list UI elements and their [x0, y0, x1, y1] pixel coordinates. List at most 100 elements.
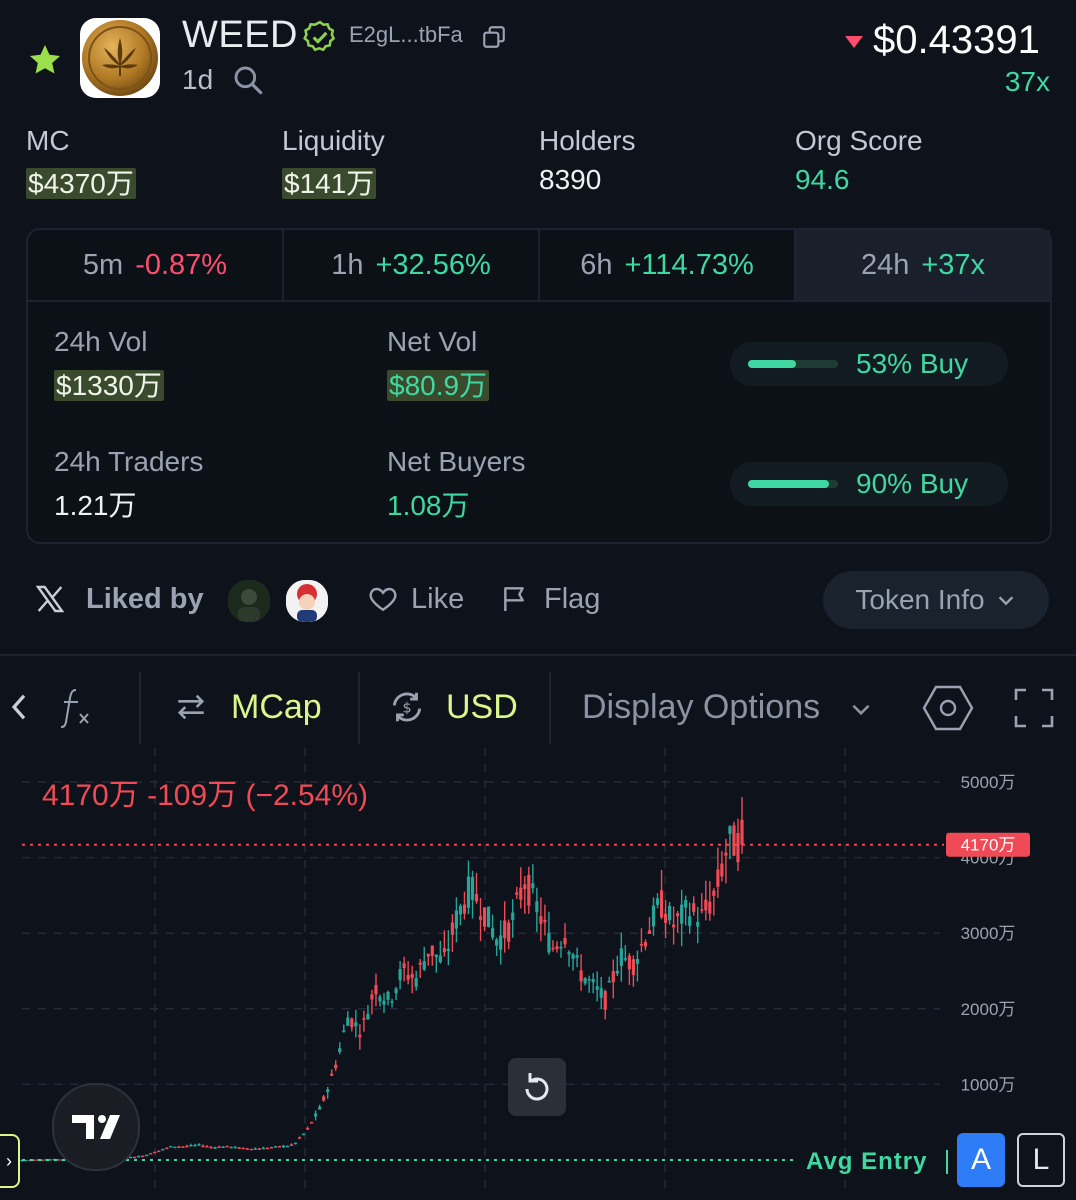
- search-icon[interactable]: [232, 64, 264, 96]
- candle-body: [40, 1159, 44, 1162]
- candle-body: [535, 901, 539, 913]
- candle-body: [486, 906, 491, 927]
- currency-switch-icon[interactable]: $: [388, 688, 426, 726]
- tab-1h[interactable]: 1h +32.56%: [284, 230, 540, 302]
- candle-body: [551, 947, 555, 950]
- x-logo-icon[interactable]: [34, 583, 66, 615]
- candle-body: [539, 916, 543, 924]
- vol-value-text: $1330万: [54, 370, 164, 401]
- candle-body: [338, 1048, 342, 1053]
- candle-body: [165, 1147, 169, 1150]
- candle-body: [527, 874, 531, 906]
- candle-body: [482, 907, 487, 927]
- candle-body: [663, 913, 668, 923]
- candle-body: [708, 901, 712, 914]
- copy-icon[interactable]: [481, 24, 507, 50]
- tab-24h[interactable]: 24h +37x: [796, 230, 1050, 302]
- candle-body: [285, 1145, 290, 1148]
- tab-24h-change: +37x: [921, 248, 986, 281]
- netbuyers-label: Net Buyers: [387, 446, 526, 477]
- tab-5m-change: -0.87%: [135, 248, 228, 281]
- candle-body: [414, 978, 418, 987]
- traders-label: 24h Traders: [54, 446, 204, 477]
- like-button[interactable]: Like: [411, 583, 465, 615]
- fullscreen-icon[interactable]: [1014, 688, 1054, 728]
- chevron-left-icon[interactable]: [8, 692, 30, 722]
- candle-body: [410, 973, 414, 978]
- candle-body: [599, 988, 603, 998]
- expand-handle[interactable]: ›: [0, 1134, 20, 1188]
- tab-5m[interactable]: 5m -0.87%: [28, 230, 284, 302]
- log-scale-button[interactable]: L: [1017, 1133, 1065, 1187]
- candle-body: [169, 1145, 173, 1148]
- chevron-down-icon[interactable]: [848, 696, 874, 722]
- candle-body: [583, 978, 587, 984]
- netbuyers-value: 1.08万: [387, 490, 470, 521]
- candle-body: [342, 1030, 346, 1032]
- candle-body: [297, 1137, 302, 1139]
- candle-body: [249, 1148, 253, 1151]
- flag-icon[interactable]: [500, 583, 532, 615]
- chevron-down-icon: [998, 596, 1013, 606]
- candle-body: [603, 991, 607, 1010]
- candle-body: [261, 1147, 265, 1150]
- candle-body: [390, 1001, 394, 1003]
- tab-5m-label: 5m: [82, 248, 124, 281]
- stat-liquidity-label: Liquidity: [282, 125, 385, 156]
- candle-body: [334, 1064, 338, 1069]
- avg-entry-marker: [946, 1150, 948, 1174]
- y-tick-label: 2000万: [961, 1000, 1016, 1019]
- favorite-star-icon[interactable]: [26, 42, 64, 78]
- candle-body: [237, 1147, 241, 1149]
- candle-body: [507, 922, 511, 942]
- candle-body: [643, 941, 648, 947]
- vol-value: $1330万: [54, 364, 164, 404]
- auto-scale-button[interactable]: A: [957, 1133, 1005, 1187]
- candle-body: [495, 939, 499, 946]
- reset-chart-button[interactable]: [508, 1058, 566, 1116]
- token-ticker: WEED: [182, 14, 298, 56]
- settings-hexagon-icon[interactable]: [922, 684, 974, 732]
- candle-body: [314, 1113, 318, 1117]
- tab-1h-change: +32.56%: [375, 248, 491, 281]
- token-info-button[interactable]: Token Info: [823, 571, 1049, 629]
- tab-6h-label: 6h: [580, 248, 613, 281]
- tradingview-logo[interactable]: [52, 1083, 140, 1171]
- token-age: 1d: [182, 64, 214, 95]
- candle-body: [700, 909, 704, 911]
- indicators-fx-icon[interactable]: [56, 684, 96, 730]
- candle-body: [56, 1159, 60, 1161]
- tab-6h-change: +114.73%: [624, 248, 754, 281]
- candle-body: [736, 833, 740, 863]
- candle-body: [559, 946, 563, 949]
- stat-orgscore-value: 94.6: [795, 164, 850, 195]
- candle-body: [659, 890, 664, 918]
- candle-body: [153, 1151, 157, 1154]
- tab-24h-label: 24h: [860, 248, 910, 281]
- candle-body: [430, 945, 434, 956]
- candle-body: [478, 916, 483, 920]
- vol-buy-track: [748, 360, 838, 368]
- candle-body: [438, 955, 442, 963]
- candle-body: [149, 1153, 153, 1155]
- liker-avatar-2[interactable]: [284, 578, 330, 624]
- swap-icon[interactable]: [174, 690, 208, 724]
- candle-body: [446, 948, 450, 952]
- heart-icon[interactable]: [366, 583, 400, 615]
- usd-toggle[interactable]: USD: [446, 688, 518, 726]
- token-price: $0.43391: [873, 18, 1040, 62]
- current-price-tag: [946, 832, 1030, 857]
- liker-avatar-1[interactable]: [226, 578, 272, 624]
- tab-6h[interactable]: 6h +114.73%: [540, 230, 796, 302]
- flag-button[interactable]: Flag: [544, 583, 601, 615]
- candle-body: [406, 974, 410, 980]
- mcap-toggle[interactable]: MCap: [231, 688, 322, 726]
- price-down-icon: [845, 36, 863, 48]
- price-multiple: 37x: [1004, 66, 1050, 97]
- candle-body: [394, 988, 398, 994]
- stat-mc-value: $4370万: [26, 162, 136, 202]
- candle-body: [575, 955, 579, 958]
- display-options-button[interactable]: Display Options: [582, 688, 821, 726]
- candle-body: [205, 1146, 209, 1148]
